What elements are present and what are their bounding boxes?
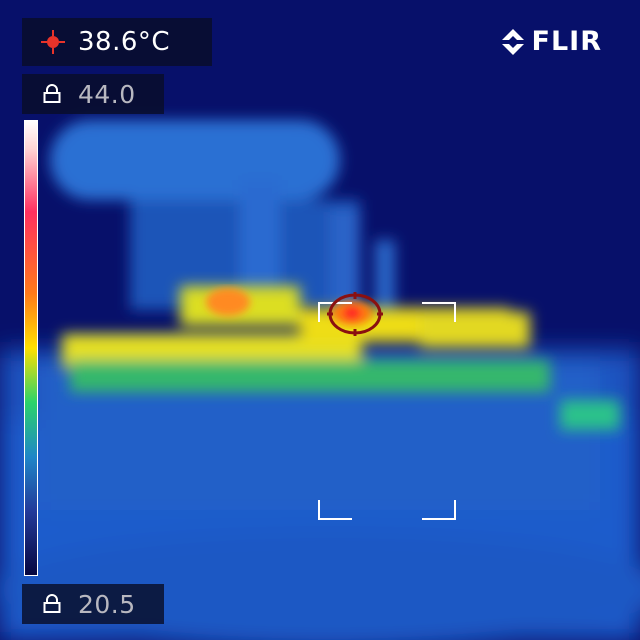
flir-logo-icon [497,27,528,57]
flir-logo: FLIR [497,26,603,57]
hot-spot-marker[interactable] [327,292,383,336]
max-temperature-value: 44.0 [78,79,136,109]
lock-icon [42,84,62,104]
min-temperature-lock[interactable]: 20.5 [22,584,164,624]
min-temperature-value: 20.5 [78,589,136,619]
spot-temperature-readout: 38.6°C [22,18,212,66]
spot-temperature-value: 38.6°C [78,27,171,57]
flir-logo-text: FLIR [531,26,602,57]
crosshair-icon [40,29,66,55]
lock-icon [42,594,62,614]
max-temperature-lock[interactable]: 44.0 [22,74,164,114]
color-scale-bar [24,120,38,576]
